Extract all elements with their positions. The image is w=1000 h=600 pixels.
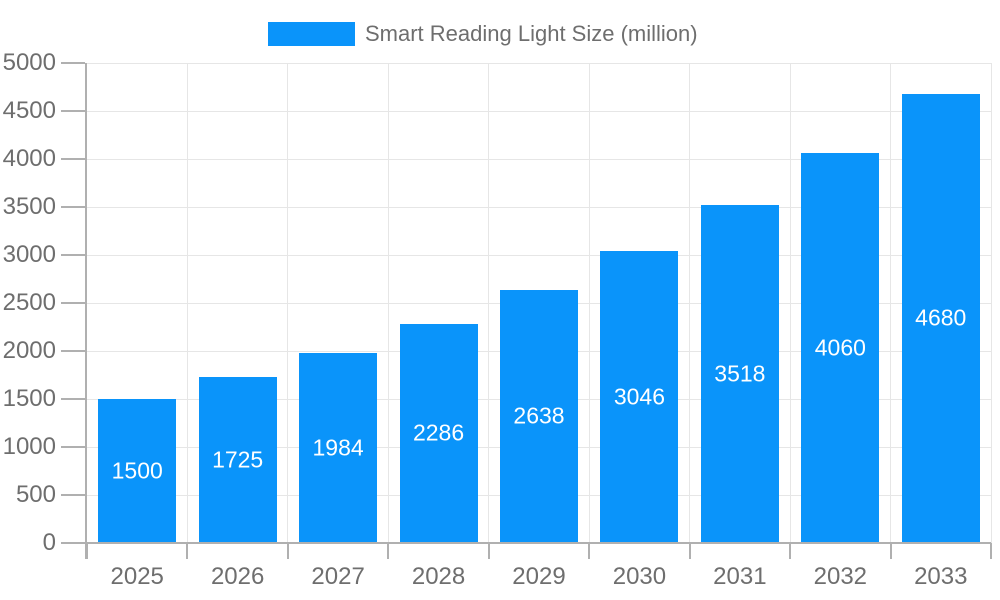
x-axis-tick [889, 543, 892, 559]
y-axis-tick-label: 1500 [2, 385, 56, 412]
x-axis-tick-label: 2027 [311, 563, 365, 590]
gridline-vertical [488, 63, 490, 543]
x-axis-tick-label: 2029 [512, 563, 566, 590]
y-axis-tick-label: 4000 [2, 145, 56, 172]
bar-value-label: 3046 [613, 383, 666, 410]
y-axis-tick [61, 350, 85, 352]
y-axis-tick [61, 254, 85, 256]
gridline-vertical [387, 63, 389, 543]
bar-2025[interactable]: 1500 [98, 399, 177, 543]
plot-area: 1500 1725 1984 2286 2638 3046 3518 4060 4680 [87, 62, 992, 543]
gridline-vertical [990, 63, 992, 543]
bar-2028[interactable]: 2286 [399, 323, 478, 543]
x-axis-tick-label: 2030 [612, 563, 667, 590]
x-axis-tick-label: 2025 [110, 563, 164, 590]
y-axis-tick [61, 494, 85, 496]
bar-value-label: 2638 [513, 402, 565, 429]
y-axis-tick-label: 1000 [2, 433, 56, 460]
bar-value-label: 1725 [212, 446, 264, 473]
bar-value-label: 3518 [714, 360, 766, 387]
gridline-horizontal [87, 62, 991, 64]
x-axis-tick [588, 543, 591, 559]
y-axis-tick [61, 158, 85, 160]
y-axis-tick [61, 110, 85, 112]
y-axis-tick [61, 62, 85, 64]
gridline-vertical [689, 63, 691, 543]
gridline-horizontal [87, 110, 991, 112]
x-axis-tick [990, 543, 992, 559]
gridline-vertical [287, 63, 289, 543]
y-axis-tick-label: 500 [15, 481, 56, 508]
x-axis-tick [186, 543, 189, 559]
y-axis-tick-label: 0 [42, 529, 56, 556]
y-axis-tick [61, 542, 85, 544]
gridline-vertical [588, 63, 590, 543]
y-axis-tick-label: 3500 [2, 193, 56, 220]
y-axis-tick-label: 3000 [2, 241, 56, 268]
gridline-vertical [186, 63, 188, 543]
x-axis-tick [688, 543, 691, 559]
gridline-vertical [890, 63, 892, 543]
bar-value-label: 2286 [412, 419, 465, 446]
x-axis-tick [86, 543, 88, 559]
x-axis-tick [789, 543, 792, 559]
gridline-horizontal [87, 206, 991, 208]
bar-2030[interactable]: 3046 [600, 250, 679, 543]
y-axis-tick-label: 5000 [2, 49, 56, 76]
x-axis-tick-label: 2031 [713, 563, 767, 590]
y-axis-tick [61, 446, 85, 448]
bar-2027[interactable]: 1984 [299, 352, 378, 543]
gridline-horizontal [87, 158, 991, 160]
bar-value-label: 1500 [111, 457, 163, 484]
y-axis-tick [61, 206, 85, 208]
x-axis-tick [286, 543, 289, 559]
x-axis-tick-label: 2026 [210, 563, 265, 590]
y-axis-line [85, 63, 87, 559]
bar-2032[interactable]: 4060 [801, 153, 880, 543]
y-axis-tick [61, 302, 85, 304]
y-axis-tick-label: 2000 [2, 337, 56, 364]
bar-2031[interactable]: 3518 [700, 205, 779, 543]
legend-item[interactable]: Smart Reading Light Size (million) [268, 21, 698, 47]
y-axis-tick [61, 398, 85, 400]
x-axis-line [87, 542, 991, 544]
x-axis-tick-label: 2028 [411, 563, 466, 590]
x-axis-tick [487, 543, 490, 559]
bar-value-label: 1984 [312, 434, 364, 461]
bar-2033[interactable]: 4680 [901, 93, 980, 543]
gridline-vertical [789, 63, 791, 543]
y-axis-tick-label: 4500 [2, 97, 56, 124]
bar-2026[interactable]: 1725 [198, 377, 277, 543]
x-axis-tick [387, 543, 390, 559]
legend-label: Smart Reading Light Size (million) [365, 21, 698, 46]
gridline-horizontal [87, 254, 991, 256]
bar-value-label: 4060 [814, 334, 866, 361]
bar-2029[interactable]: 2638 [500, 289, 578, 543]
y-axis-tick-label: 2500 [2, 289, 56, 316]
x-axis-tick-label: 2033 [914, 563, 968, 590]
legend-swatch [268, 22, 355, 46]
x-axis-tick-label: 2032 [813, 563, 868, 590]
bar-value-label: 4680 [915, 304, 967, 331]
